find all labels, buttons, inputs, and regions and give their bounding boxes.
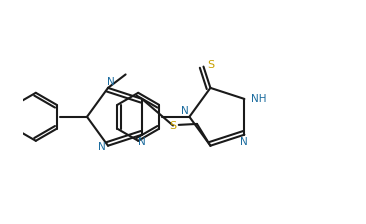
Text: N: N (240, 137, 248, 147)
Text: S: S (207, 60, 214, 70)
Text: N: N (98, 142, 106, 152)
Text: NH: NH (251, 94, 267, 104)
Text: S: S (169, 121, 176, 131)
Text: N: N (107, 77, 115, 87)
Text: N: N (138, 137, 146, 147)
Text: N: N (181, 106, 188, 116)
